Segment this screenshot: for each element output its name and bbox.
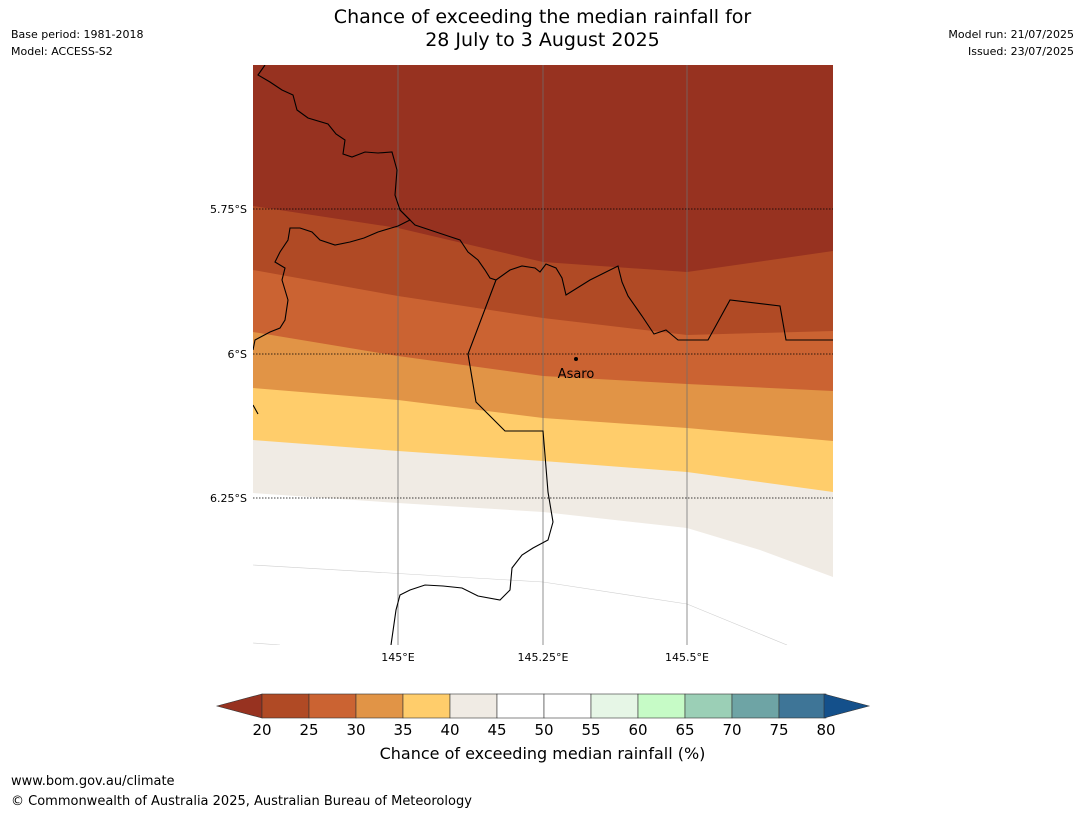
footer-copyright: © Commonwealth of Australia 2025, Austra… [11, 794, 472, 809]
title-line-2: 28 July to 3 August 2025 [425, 29, 660, 51]
colorbar-cell [637, 693, 686, 719]
title-line-1: Chance of exceeding the median rainfall … [333, 6, 752, 28]
map-title: Chance of exceeding the median rainfall … [0, 6, 1085, 52]
colorbar-cell [402, 693, 451, 719]
meta-right: Model run: 21/07/2025 Issued: 23/07/2025 [948, 26, 1074, 60]
colorbar-tick-label: 25 [299, 721, 318, 739]
asaro-label: Asaro [558, 367, 595, 382]
footer: www.bom.gov.au/climate © Commonwealth of… [11, 772, 472, 812]
colorbar-ticks: 20 25 30 35 40 45 50 55 60 65 70 75 80 [252, 721, 835, 739]
coast-fragment [253, 404, 259, 415]
asaro-dot [574, 357, 578, 361]
colorbar-tick-label: 40 [440, 721, 459, 739]
colorbar-cell [496, 693, 545, 719]
colorbar-cell [543, 693, 592, 719]
issued-date: Issued: 23/07/2025 [967, 45, 1074, 58]
colorbar-under [215, 693, 263, 719]
colorbar-tick-label: 35 [393, 721, 412, 739]
colorbar-cell [731, 693, 780, 719]
graticule [253, 65, 833, 645]
lat-label-6-25: 6.25°S [210, 492, 247, 505]
lon-label-145-5: 145.5°E [665, 651, 709, 664]
model-run: Model run: 21/07/2025 [948, 28, 1074, 41]
model-name: Model: ACCESS-S2 [11, 45, 113, 58]
province-boundary-west [253, 65, 411, 351]
colorbar-tick-label: 60 [628, 721, 647, 739]
meta-left: Base period: 1981-2018 Model: ACCESS-S2 [11, 26, 143, 60]
boundaries [253, 65, 833, 645]
lon-label-145: 145°E [381, 651, 414, 664]
colorbar-cell [590, 693, 639, 719]
colorbar: 20 25 30 35 40 45 50 55 60 65 70 75 80 [215, 693, 871, 739]
colorbar-tick-label: 20 [252, 721, 271, 739]
lat-label-6: 6°S [228, 348, 247, 361]
colorbar-tick-label: 50 [534, 721, 553, 739]
colorbar-tick-label: 45 [487, 721, 506, 739]
colorbar-cell [355, 693, 404, 719]
colorbar-tick-label: 80 [816, 721, 835, 739]
colorbar-tick-label: 65 [675, 721, 694, 739]
colorbar-cell [308, 693, 357, 719]
colorbar-title: Chance of exceeding median rainfall (%) [379, 744, 706, 763]
colorbar-cell [261, 693, 310, 719]
colorbar-tick-label: 30 [346, 721, 365, 739]
colorbar-over [823, 693, 871, 719]
lon-label-145-25: 145.25°E [518, 651, 569, 664]
colorbar-cell [778, 693, 827, 719]
lat-label-5-75: 5.75°S [210, 203, 247, 216]
colorbar-cell [449, 693, 498, 719]
colorbar-tick-label: 75 [769, 721, 788, 739]
colorbar-cell [684, 693, 733, 719]
faint-contour-2 [253, 642, 281, 645]
province-boundary-north [399, 209, 833, 341]
province-boundary-south [390, 279, 554, 645]
footer-url[interactable]: www.bom.gov.au/climate [11, 774, 175, 789]
colorbar-tick-label: 55 [581, 721, 600, 739]
colorbar-cells [261, 693, 827, 719]
colorbar-tick-label: 70 [722, 721, 741, 739]
base-period: Base period: 1981-2018 [11, 28, 144, 41]
